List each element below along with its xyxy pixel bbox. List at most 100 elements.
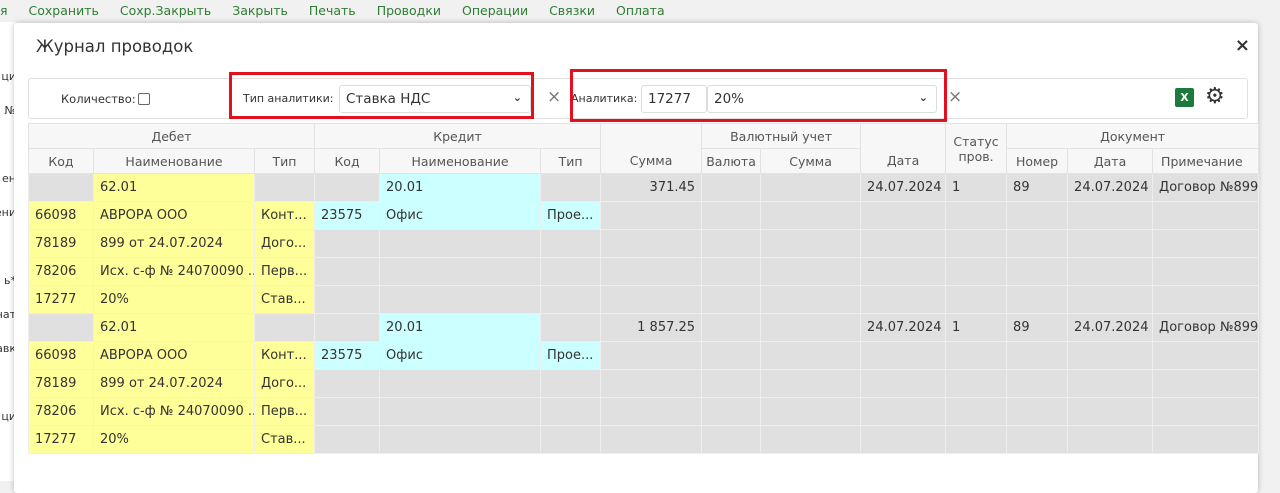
credit-analytic-code bbox=[314, 369, 381, 398]
highlight-box bbox=[229, 72, 534, 119]
analytics-type-select[interactable]: Ставка НДС ⌄ bbox=[339, 85, 531, 113]
analytics-row[interactable]: 78189 899 от 24.07.2024 Дого... bbox=[28, 369, 1260, 398]
quantity-checkbox[interactable] bbox=[138, 93, 150, 105]
col-debit-code[interactable]: Код bbox=[28, 148, 94, 174]
links-button[interactable]: Связки bbox=[549, 3, 596, 18]
doc-date: 24.07.2024 bbox=[1067, 173, 1154, 202]
empty-cell bbox=[1152, 257, 1260, 286]
empty-cell bbox=[945, 201, 1008, 230]
col-credit-code[interactable]: Код bbox=[314, 148, 381, 174]
bg-label: № bbox=[4, 104, 16, 117]
analytics-value: 20% bbox=[714, 91, 745, 107]
analytics-type-value: Ставка НДС bbox=[346, 91, 431, 107]
credit-account: 20.01 bbox=[379, 313, 542, 342]
empty-cell bbox=[600, 201, 703, 230]
doc-date: 24.07.2024 bbox=[1067, 313, 1154, 342]
empty-cell bbox=[600, 285, 703, 314]
credit-analytic-type bbox=[540, 397, 602, 426]
credit-analytic-code bbox=[314, 229, 381, 258]
col-debit-type[interactable]: Тип bbox=[253, 148, 316, 174]
col-doc-date[interactable]: Дата bbox=[1067, 148, 1154, 174]
debit-analytic-name: 20% bbox=[93, 425, 255, 454]
col-currency[interactable]: Валюта bbox=[701, 148, 762, 174]
analytics-row[interactable]: 66098 АВРОРА ООО Конт... 23575 Офис Прое... bbox=[28, 201, 1260, 230]
doc-number: 89 bbox=[1006, 173, 1069, 202]
debit-analytic-code: 78189 bbox=[28, 369, 94, 398]
empty-cell bbox=[1152, 229, 1260, 258]
empty-cell bbox=[1152, 397, 1260, 426]
close-button[interactable]: Закрыть bbox=[232, 3, 288, 18]
debit-analytic-type: Дого... bbox=[253, 229, 316, 258]
col-status[interactable]: Статус пров. bbox=[945, 123, 1008, 174]
empty-cell bbox=[1152, 425, 1260, 454]
empty-cell bbox=[1067, 257, 1154, 286]
posting-row[interactable]: 62.01 20.01 371.45 24.07.2024 1 89 24.07.2024 Д… bbox=[28, 173, 1260, 202]
analytics-row[interactable]: 66098 АВРОРА ООО Конт... 23575 Офис Прое... bbox=[28, 341, 1260, 370]
col-debit-name[interactable]: Наименование bbox=[93, 148, 255, 174]
col-doc-number[interactable]: Номер bbox=[1006, 148, 1069, 174]
col-credit-type[interactable]: Тип bbox=[540, 148, 602, 174]
empty-cell bbox=[1006, 257, 1069, 286]
empty-cell bbox=[760, 257, 862, 286]
credit-analytic-name: Офис bbox=[379, 201, 542, 230]
gear-icon[interactable]: ⚙ bbox=[1205, 84, 1225, 109]
empty-cell bbox=[701, 201, 762, 230]
analytics-row[interactable]: 78189 899 от 24.07.2024 Дого... bbox=[28, 229, 1260, 258]
empty-cell bbox=[1006, 341, 1069, 370]
empty-cell bbox=[1006, 201, 1069, 230]
payment-button[interactable]: Оплата bbox=[616, 3, 665, 18]
date: 24.07.2024 bbox=[860, 313, 947, 342]
analytics-type-label: Тип аналитики: bbox=[243, 92, 334, 105]
operations-button[interactable]: Операции bbox=[462, 3, 529, 18]
empty-cell bbox=[1152, 201, 1260, 230]
save-button[interactable]: Сохранить bbox=[28, 3, 99, 18]
clear-analytics-icon[interactable]: × bbox=[948, 87, 963, 107]
currency bbox=[701, 173, 762, 202]
debit-analytic-name: Исх. с-ф № 24070090 ... bbox=[93, 257, 255, 286]
posting-row[interactable]: 62.01 20.01 1 857.25 24.07.2024 1 89 24.07.202… bbox=[28, 313, 1260, 342]
empty-cell bbox=[600, 257, 703, 286]
currency-sum bbox=[760, 313, 862, 342]
empty-cell bbox=[945, 229, 1008, 258]
analytics-code-input[interactable]: 17277 bbox=[641, 85, 707, 113]
debit-analytic-type: Став... bbox=[253, 425, 316, 454]
modal-title: Журнал проводок bbox=[36, 37, 194, 56]
postings-button[interactable]: Проводки bbox=[376, 3, 442, 18]
credit-analytic-type bbox=[540, 229, 602, 258]
col-note[interactable]: Примечание bbox=[1152, 148, 1260, 174]
empty-cell bbox=[860, 285, 947, 314]
analytics-row[interactable]: 17277 20% Став... bbox=[28, 425, 1260, 454]
empty-cell bbox=[860, 257, 947, 286]
group-document: Документ bbox=[1006, 123, 1260, 149]
analytics-row[interactable]: 17277 20% Став... bbox=[28, 285, 1260, 314]
debit-analytic-code: 66098 bbox=[28, 201, 94, 230]
sum: 371.45 bbox=[600, 173, 703, 202]
col-date[interactable]: Дата bbox=[860, 123, 947, 174]
bg-label: ци bbox=[1, 70, 16, 83]
empty-cell bbox=[1067, 369, 1154, 398]
clear-analytics-type-icon[interactable]: × bbox=[547, 87, 562, 107]
print-button[interactable]: Печать bbox=[308, 3, 356, 18]
credit-analytic-type bbox=[540, 285, 602, 314]
quantity-label: Количество: bbox=[61, 92, 136, 106]
credit-analytic-type bbox=[540, 257, 602, 286]
analytics-row[interactable]: 78206 Исх. с-ф № 24070090 ... Перв... bbox=[28, 257, 1260, 286]
empty-cell bbox=[860, 201, 947, 230]
empty-cell bbox=[701, 369, 762, 398]
debit-analytic-code: 17277 bbox=[28, 425, 94, 454]
col-credit-name[interactable]: Наименование bbox=[379, 148, 542, 174]
debit-analytic-type: Конт... bbox=[253, 201, 316, 230]
excel-export-icon[interactable]: X bbox=[1175, 88, 1194, 107]
col-currency-sum[interactable]: Сумма bbox=[760, 148, 862, 174]
analytics-row[interactable]: 78206 Исх. с-ф № 24070090 ... Перв... bbox=[28, 397, 1260, 426]
toolbar: я Сохранить Сохр.Закрыть Закрыть Печать … bbox=[0, 0, 1280, 22]
credit-analytic-code bbox=[314, 397, 381, 426]
empty-cell bbox=[860, 425, 947, 454]
doc-number: 89 bbox=[1006, 313, 1069, 342]
toolbar-item[interactable]: я bbox=[0, 3, 8, 18]
save-close-button[interactable]: Сохр.Закрыть bbox=[119, 3, 212, 18]
col-sum[interactable]: Сумма bbox=[600, 123, 703, 174]
credit-analytic-type: Прое... bbox=[540, 341, 602, 370]
close-icon[interactable]: × bbox=[1234, 35, 1250, 56]
analytics-select[interactable]: 20% ⌄ bbox=[707, 85, 937, 113]
